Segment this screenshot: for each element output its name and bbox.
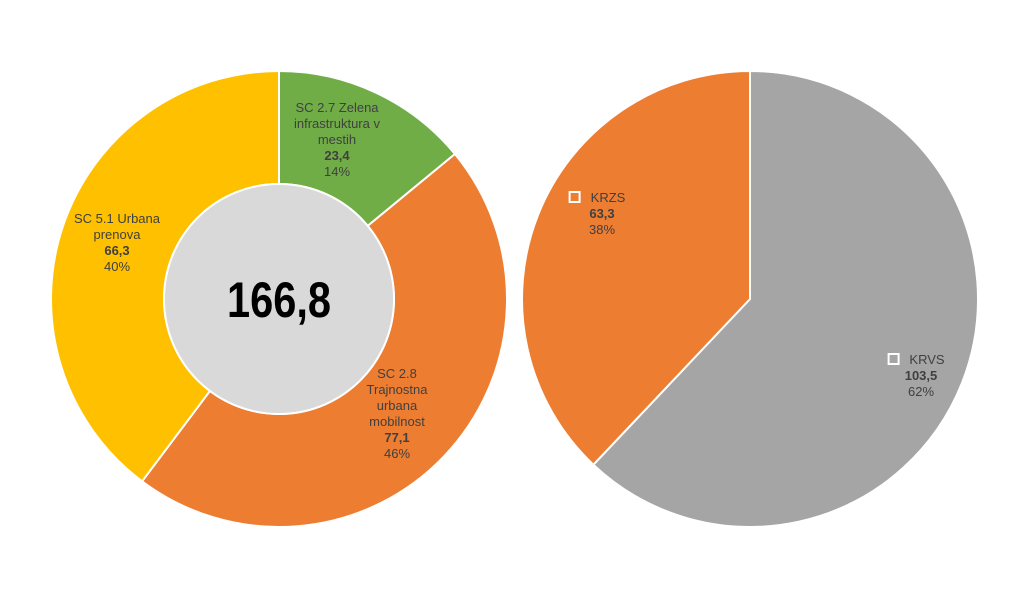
category-label: mobilnost <box>369 414 425 429</box>
category-label: Trajnostna <box>367 382 429 397</box>
category-label: SC 2.7 Zelena <box>295 100 379 115</box>
value-label: 63,3 <box>589 206 614 221</box>
percent-label: 62% <box>908 384 934 399</box>
percent-label: 38% <box>589 222 615 237</box>
slice-krzs <box>521 69 751 467</box>
category-label: SC 2.8 <box>377 366 417 381</box>
donut-center <box>163 183 395 415</box>
value-label: 77,1 <box>384 430 409 445</box>
percent-label: 40% <box>104 259 130 274</box>
legend-key-marker <box>887 353 900 365</box>
category-label: prenova <box>94 227 142 242</box>
percent-label: 46% <box>384 446 410 461</box>
category-label: KRVS <box>909 352 944 367</box>
value-label: 103,5 <box>905 368 938 383</box>
category-label: infrastruktura v <box>294 116 380 131</box>
category-label: urbana <box>377 398 418 413</box>
category-label: SC 5.1 Urbana <box>74 211 161 226</box>
category-label: KRZS <box>591 190 626 205</box>
total-label: 166,8 <box>227 272 331 328</box>
value-label: 66,3 <box>104 243 129 258</box>
slice-krvs <box>591 69 979 528</box>
legend-key-marker <box>568 191 581 203</box>
category-label: mestih <box>318 132 356 147</box>
percent-label: 14% <box>324 164 350 179</box>
value-label: 23,4 <box>324 148 350 163</box>
